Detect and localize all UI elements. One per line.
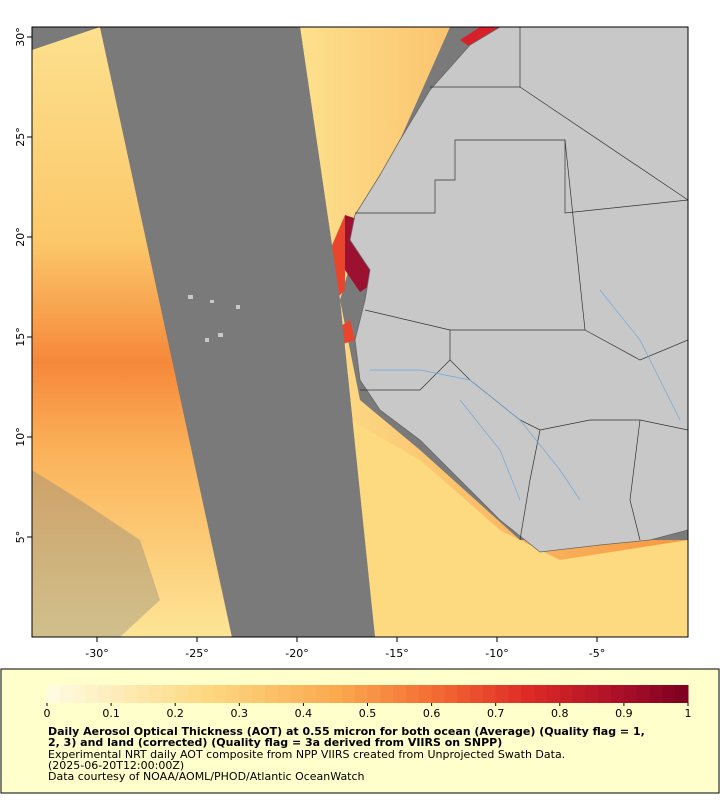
colorbar-cell <box>264 685 279 703</box>
lon-tick-label: -30° <box>85 647 108 660</box>
lon-tick-label: -20° <box>285 647 308 660</box>
lon-tick-label: -5° <box>589 647 605 660</box>
islands <box>188 295 240 342</box>
colorbar-cell <box>72 685 86 703</box>
caption-line: (2025-06-20T12:00:00Z) <box>48 759 184 772</box>
colorbar-cell <box>354 685 368 703</box>
lat-tick-label: 15° <box>14 327 27 347</box>
lon-tick-label: -15° <box>385 647 408 660</box>
colorbar-cell <box>341 685 356 703</box>
colorbar-cell <box>470 685 484 703</box>
colorbar-cell <box>98 685 112 703</box>
colorbar-cell <box>277 685 292 703</box>
colorbar-cell <box>149 685 163 703</box>
colorbar-tick-label: 0.1 <box>102 707 120 720</box>
colorbar-tick-label: 0.3 <box>231 707 249 720</box>
colorbar-tick-label: 0.5 <box>359 707 377 720</box>
colorbar-tick-label: 0 <box>44 707 51 720</box>
colorbar-cell <box>662 685 676 703</box>
colorbar-cell <box>521 685 535 703</box>
lat-tick-label: 25° <box>14 127 27 147</box>
lat-tick-label: 30° <box>14 27 27 47</box>
colorbar-cell <box>675 685 689 703</box>
colorbar-cell <box>405 685 420 703</box>
colorbar-cell <box>47 685 61 703</box>
colorbar-cell <box>367 685 381 703</box>
colorbar-cell <box>495 685 510 703</box>
map <box>32 27 688 637</box>
colorbar-cell <box>136 685 151 703</box>
lat-tick-label: 5° <box>14 531 27 544</box>
colorbar-tick-label: 0.8 <box>551 707 569 720</box>
swath-gap <box>100 27 375 637</box>
colorbar-cell <box>123 685 138 703</box>
colorbar-cell <box>213 685 227 703</box>
colorbar-cell <box>572 685 586 703</box>
colorbar-cell <box>611 685 625 703</box>
colorbar-cell <box>175 685 189 703</box>
lon-tick-label: -25° <box>185 647 208 660</box>
colorbar-cell <box>162 685 176 703</box>
colorbar-tick-label: 0.4 <box>295 707 313 720</box>
colorbar-tick-label: 1 <box>685 707 692 720</box>
colorbar-cell <box>239 685 253 703</box>
colorbar-cell <box>200 685 215 703</box>
colorbar-cell <box>598 685 612 703</box>
colorbar-cell <box>534 685 548 703</box>
colorbar-cell <box>585 685 599 703</box>
colorbar-cell <box>418 685 433 703</box>
colorbar-cell <box>111 685 125 703</box>
caption-line: Experimental NRT daily AOT composite fro… <box>48 748 565 761</box>
colorbar-cell <box>316 685 330 703</box>
lat-tick-label: 20° <box>14 227 27 247</box>
colorbar-cell <box>59 685 74 703</box>
caption-line: Daily Aerosol Optical Thickness (AOT) at… <box>48 725 645 738</box>
land <box>349 27 688 553</box>
colorbar-cell <box>431 685 445 703</box>
colorbar-cell <box>623 685 638 703</box>
colorbar-cell <box>329 685 343 703</box>
colorbar-cell <box>636 685 651 703</box>
colorbar-cell <box>546 685 561 703</box>
caption-line: 2, 3) and land (corrected) (Quality flag… <box>48 736 502 749</box>
colorbar-cell <box>85 685 99 703</box>
colorbar-cell <box>303 685 317 703</box>
lon-tick-label: -10° <box>485 647 508 660</box>
colorbar-cell <box>482 685 497 703</box>
colorbar-cell <box>508 685 522 703</box>
colorbar-cell <box>457 685 471 703</box>
colorbar-cell <box>649 685 663 703</box>
swath-gap <box>32 470 160 637</box>
colorbar-cell <box>444 685 458 703</box>
map-frame <box>31 26 689 638</box>
colorbar-tick-label: 0.9 <box>615 707 633 720</box>
colorbar-cell <box>252 685 266 703</box>
lat-tick-label: 10° <box>14 427 27 447</box>
colorbar-cell <box>226 685 240 703</box>
colorbar-tick-label: 0.7 <box>487 707 505 720</box>
caption-line: Data courtesy of NOAA/AOML/PHOD/Atlantic… <box>48 770 365 783</box>
aot-field <box>32 27 232 637</box>
colorbar-cell <box>393 685 407 703</box>
aot-field <box>350 420 688 637</box>
rivers <box>370 289 681 501</box>
axes: -30° -25° -20° -15° -10° -5° 5° 10° 15° 20° 25° 30° <box>14 27 605 660</box>
colorbar-cell <box>290 685 304 703</box>
colorbar-tick-label: 0.2 <box>166 707 184 720</box>
colorbar-cell <box>559 685 574 703</box>
colorbar: 0 0.1 0.2 0.3 0.4 0.5 0.6 0.7 0.8 0.9 1 <box>44 685 692 720</box>
colorbar-cell <box>188 685 202 703</box>
colorbar-tick-label: 0.6 <box>423 707 441 720</box>
colorbar-cell <box>380 685 394 703</box>
